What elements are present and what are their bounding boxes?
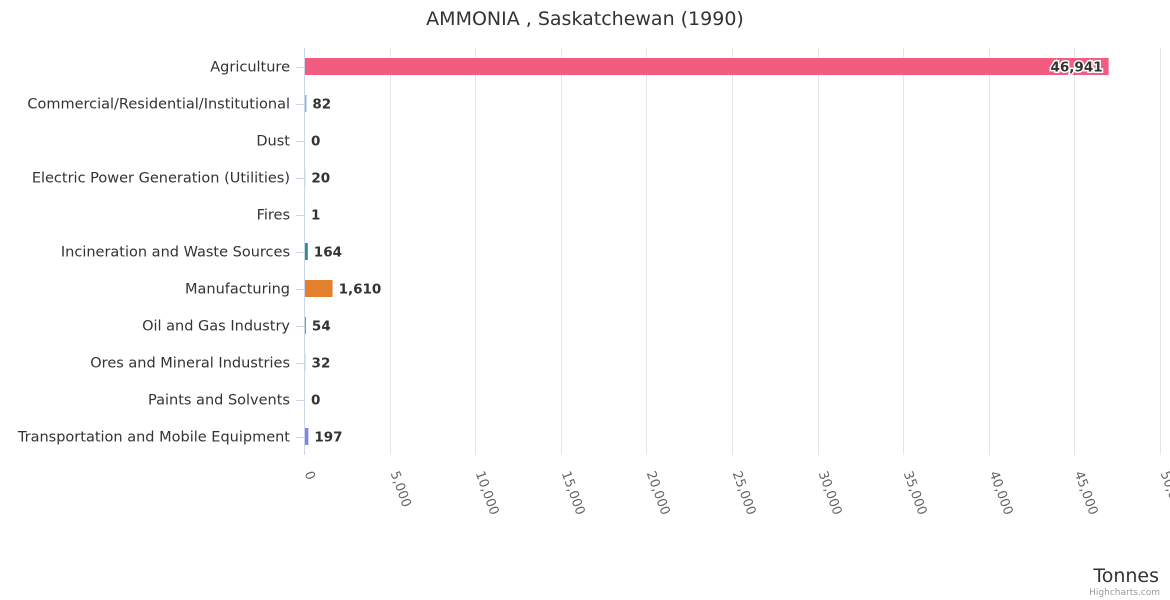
data-label: 82 [312,97,331,113]
bars-group [305,58,1109,445]
category-label: Commercial/Residential/Institutional [27,97,290,113]
bar[interactable] [305,58,1109,75]
data-label: 54 [312,319,331,335]
data-label: 32 [312,356,331,372]
category-label: Dust [256,134,290,150]
bar[interactable] [305,428,309,445]
bar[interactable] [305,95,307,112]
data-label: 1 [311,208,320,224]
category-label: Paints and Solvents [148,393,290,409]
category-label: Electric Power Generation (Utilities) [32,171,290,187]
category-label: Oil and Gas Industry [142,319,290,335]
data-label: 197 [314,430,342,446]
category-labels: Agriculture Commercial/Residential/Instit… [17,60,291,446]
category-label: Transportation and Mobile Equipment [17,430,290,446]
data-label: 164 [314,245,342,261]
bar[interactable] [305,354,306,371]
bar[interactable] [305,280,333,297]
bar[interactable] [305,243,308,260]
data-labels: 46,941 82 0 20 1 164 1,610 54 32 0 197 [311,58,1104,446]
credits-link[interactable]: Highcharts.com [1089,588,1160,598]
category-label: Ores and Mineral Industries [90,356,290,372]
category-label: Agriculture [210,60,290,76]
category-label: Fires [257,208,290,224]
chart-title: AMMONIA , Saskatchewan (1990) [426,8,744,30]
data-label: 1,610 [339,282,382,298]
value-axis-title: Tonnes [1092,565,1159,587]
data-label: 0 [311,134,320,150]
category-label: Manufacturing [185,282,290,298]
category-label: Incineration and Waste Sources [61,245,290,261]
bar[interactable] [305,317,306,334]
data-label: 20 [311,171,330,187]
data-label: 0 [311,393,320,409]
data-label: 46,941 [1051,60,1103,76]
grid-lines [296,48,1161,455]
